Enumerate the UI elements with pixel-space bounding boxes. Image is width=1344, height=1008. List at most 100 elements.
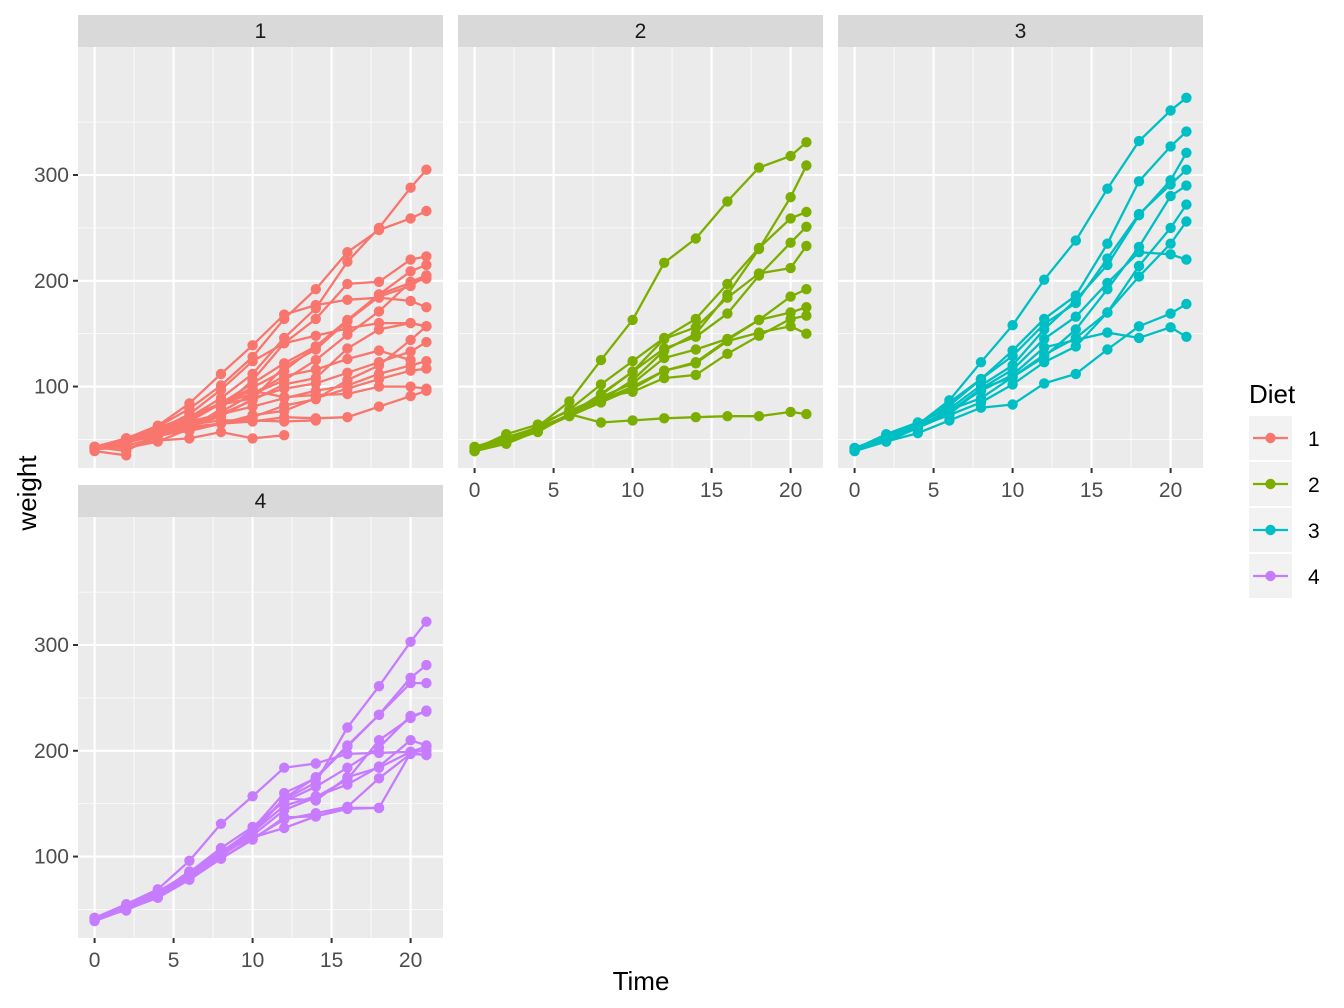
data-point [722,335,733,347]
data-point [373,360,385,371]
data-point [279,405,290,417]
data-point [373,761,385,772]
data-point [342,367,353,378]
data-point [421,659,432,671]
data-point [975,357,987,368]
facet-panel-3: 3 0 5 10 15 20 [838,15,1203,502]
data-point [1165,322,1176,333]
data-point [279,762,290,773]
series-line [854,203,1188,450]
data-point [373,802,385,814]
data-point [373,306,385,317]
data-point [722,308,733,319]
data-point [373,224,385,236]
data-point [801,302,812,313]
data-point [215,846,227,857]
data-point [405,346,416,357]
data-point [405,334,416,346]
data-point [1039,324,1050,335]
data-point [912,417,923,428]
data-point [690,412,701,423]
series-chick-40 [849,147,1192,455]
data-point [247,368,258,380]
legend-title: Diet [1249,379,1296,409]
data-point [421,356,432,367]
data-point [722,348,733,359]
data-point [247,791,258,802]
x-tick-label: 20 [779,479,802,502]
x-tick-label: 20 [1159,479,1182,502]
data-point [310,758,321,769]
data-point [801,240,812,252]
data-point [785,192,796,203]
panel-background [458,47,823,468]
data-point [975,380,987,391]
data-point [342,722,353,733]
data-point [152,430,163,441]
facet-strip-label: 2 [635,20,647,43]
data-point [1165,141,1176,152]
data-point [421,677,432,689]
data-point [279,332,290,344]
data-point [849,443,860,455]
data-point [279,812,290,823]
data-point [421,749,432,761]
data-point [690,233,701,244]
data-point [184,403,195,414]
data-point [1181,164,1192,175]
data-point [785,291,796,302]
data-point [373,681,385,692]
data-point [1070,311,1082,322]
data-point [1102,327,1113,338]
data-point [310,364,321,375]
data-point [279,370,290,382]
data-point [247,340,258,351]
data-point [722,278,733,290]
data-point [310,284,321,295]
data-point [373,373,385,385]
data-point [279,430,290,441]
series-chick-35 [849,92,1192,455]
data-point [342,412,353,423]
data-point [1070,368,1082,380]
data-point [89,912,100,924]
data-point [595,417,607,428]
data-point [881,429,892,440]
data-point [279,393,290,404]
data-point [373,709,385,720]
data-point [532,424,543,436]
data-point [1007,345,1018,356]
data-point [1133,332,1145,344]
data-point [405,254,416,265]
data-point [1039,349,1050,360]
data-point [1165,175,1176,186]
data-point [421,251,432,262]
data-point [753,162,765,173]
data-point [279,383,290,394]
data-point [1007,320,1018,331]
data-point [373,276,385,287]
data-point [373,735,385,746]
panel-background [78,47,443,468]
x-tick-label: 5 [168,949,180,972]
data-point [722,196,733,207]
data-point [1007,360,1018,371]
y-tick-label: 100 [34,846,69,869]
data-point [627,356,638,367]
data-point [405,213,416,224]
data-point [1133,260,1145,272]
data-point [1165,190,1176,202]
legend-key-point [1265,432,1276,444]
data-point [801,160,812,171]
data-point [659,413,670,424]
data-point [215,818,227,829]
data-point [1165,308,1176,319]
x-tick-label: 15 [320,949,343,972]
data-point [310,791,321,802]
data-point [1165,105,1176,116]
data-point [310,330,321,341]
data-point [801,206,812,218]
data-point [215,368,227,380]
data-point [215,399,227,410]
data-point [247,409,258,421]
